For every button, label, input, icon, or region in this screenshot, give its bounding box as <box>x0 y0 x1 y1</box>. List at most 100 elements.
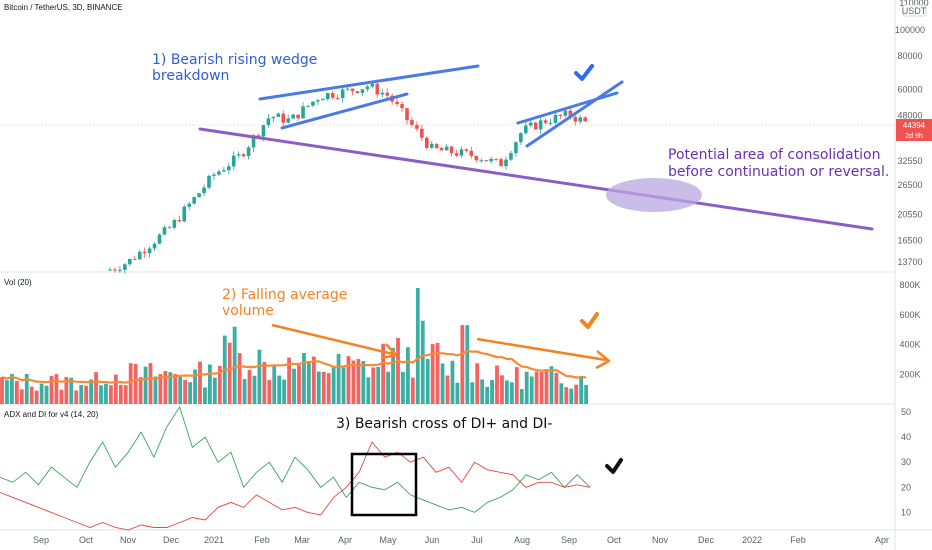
annotation-consolidation-line1: Potential area of consolidation <box>668 147 880 163</box>
candle-body <box>474 155 479 161</box>
candle-body <box>212 174 216 176</box>
candle-body <box>197 193 201 198</box>
support-trendline[interactable] <box>198 127 874 231</box>
di-cross-box[interactable] <box>350 452 418 517</box>
price-axis: 1370016500205502650032550400004800060000… <box>895 25 925 267</box>
candle-body <box>316 100 320 102</box>
volume-bar <box>292 368 296 404</box>
candle-body <box>187 203 191 207</box>
candle-body <box>147 248 152 254</box>
check-icon-black <box>605 458 623 474</box>
candle-body <box>137 251 142 260</box>
time-tick-label: Feb <box>254 535 270 545</box>
volume-bar <box>410 377 415 404</box>
candle-body <box>246 147 251 157</box>
candle-body <box>538 120 543 130</box>
volume-bar <box>94 372 98 404</box>
volume-bar <box>505 380 509 404</box>
candle-body <box>494 158 498 160</box>
volume-bar <box>396 337 400 404</box>
volume-bar <box>430 344 435 404</box>
adx-axis: 10 20 30 40 50 <box>901 407 911 517</box>
candle-body <box>533 122 538 130</box>
volume-bar <box>257 349 262 404</box>
consolidation-ellipse[interactable] <box>606 178 702 212</box>
volume-bar <box>109 385 113 404</box>
wedge-upper-line[interactable] <box>258 64 480 101</box>
volume-bar <box>104 383 108 404</box>
volume-bar <box>0 377 4 404</box>
candle-body <box>405 108 409 121</box>
candle-body <box>528 122 533 126</box>
candle-body <box>385 92 389 96</box>
time-tick-label: Aug <box>514 535 530 545</box>
volume-bar <box>415 287 420 404</box>
candle-body <box>444 146 449 151</box>
candle-body <box>276 113 281 117</box>
volume-bar <box>183 379 188 404</box>
candle-body <box>296 114 300 119</box>
volume-bar <box>282 379 287 404</box>
volume-bar <box>10 373 14 404</box>
volume-bar <box>307 360 311 404</box>
volume-bar <box>455 382 460 404</box>
volume-bar <box>49 375 54 404</box>
volume-bar <box>252 375 257 404</box>
candle-body <box>568 110 573 117</box>
volume-bar <box>341 367 346 404</box>
volume-bar <box>346 356 351 404</box>
volume-bar <box>287 357 291 404</box>
candle-body <box>157 234 162 244</box>
candle-body <box>113 269 117 271</box>
price-tag[interactable] <box>896 119 932 141</box>
time-tick-label: Jul <box>471 535 483 545</box>
adx-tick-label: 40 <box>901 432 911 442</box>
candle-body <box>301 106 305 119</box>
di-minus-line <box>0 441 591 531</box>
volume-bar <box>519 389 524 404</box>
volume-arrow-1[interactable] <box>271 323 398 360</box>
currency-box[interactable] <box>902 4 927 17</box>
volume-bar <box>465 325 470 404</box>
volume-arrow-2[interactable] <box>476 337 611 370</box>
candle-body <box>162 227 167 235</box>
symbol-title[interactable]: Bitcoin / TetherUS, 3D, BINANCE <box>4 3 123 12</box>
volume-bar <box>143 366 148 404</box>
volume-bar <box>232 326 237 404</box>
volume-bar <box>544 369 549 404</box>
wedge-drawing[interactable] <box>258 64 624 148</box>
adx-title[interactable]: ADX and DI for v4 (14, 20) <box>4 410 99 419</box>
time-tick-label: 2021 <box>204 535 224 545</box>
volume-bar <box>579 375 584 404</box>
volume-bar <box>277 375 282 404</box>
candle-body <box>350 88 355 92</box>
volume-bar <box>208 364 212 404</box>
candle-body <box>266 118 271 126</box>
candle-body <box>128 258 132 265</box>
volume-bar <box>485 386 489 404</box>
wedge2-lower-line[interactable] <box>525 80 624 148</box>
annotation-consolidation-line2: before continuation or reversal. <box>668 164 889 180</box>
candle-body <box>504 159 508 167</box>
candle-body <box>202 187 206 194</box>
price-tick-label: 26500 <box>897 180 922 190</box>
volume-bar <box>84 385 89 404</box>
candle-body <box>231 155 236 167</box>
candle-body <box>543 120 548 123</box>
volume-bar <box>381 343 386 404</box>
volume-axis: 200K 400K 600K 800K <box>899 280 920 379</box>
candle-body <box>306 105 310 107</box>
volume-title[interactable]: Vol (20) <box>4 278 32 287</box>
candle-body <box>340 89 345 99</box>
candle-body <box>217 171 221 175</box>
wedge-lower-line[interactable] <box>280 92 409 130</box>
volume-series <box>0 287 588 404</box>
volume-bar <box>128 363 133 404</box>
candle-body <box>583 117 587 122</box>
volume-bar <box>99 385 103 404</box>
volume-bar <box>64 376 69 404</box>
candle-body <box>108 269 112 271</box>
volume-bar <box>574 384 579 404</box>
time-axis: Sep Oct Nov Dec 2021 Feb Mar Apr May Jun Jul Aug Sep… <box>33 535 889 545</box>
